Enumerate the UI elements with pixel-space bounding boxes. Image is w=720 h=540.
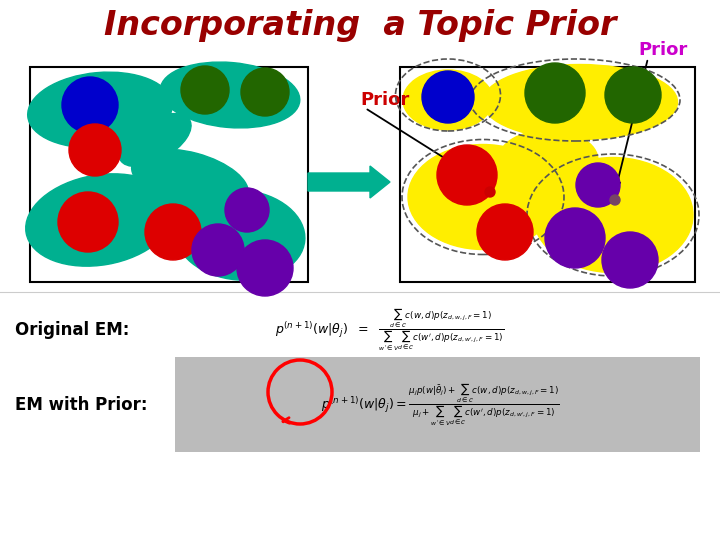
Bar [175, 357, 700, 452]
Ellipse shape [26, 174, 174, 266]
Circle shape [422, 71, 474, 123]
Bar [400, 67, 695, 282]
Text: Original EM:: Original EM: [15, 321, 130, 339]
Ellipse shape [27, 72, 172, 148]
Circle shape [237, 240, 293, 296]
Circle shape [605, 67, 661, 123]
Circle shape [576, 163, 620, 207]
Circle shape [485, 187, 495, 197]
Circle shape [437, 145, 497, 205]
Ellipse shape [498, 130, 598, 190]
Ellipse shape [482, 64, 678, 139]
Circle shape [62, 77, 118, 133]
Circle shape [477, 204, 533, 260]
Circle shape [225, 188, 269, 232]
Ellipse shape [403, 70, 493, 130]
Text: Prior: Prior [360, 91, 409, 109]
Circle shape [145, 204, 201, 260]
Text: $p^{(n+1)}(w|\theta_j) = \frac{\mu_j p(w|\bar{\theta}_j) + \sum_{d \in \mathcal{: $p^{(n+1)}(w|\theta_j) = \frac{\mu_j p(w… [320, 382, 559, 428]
Text: $p^{(n+1)}(w|\theta_j)\ \ =\ \ \frac{\sum_{d \in \mathcal{C}} c(w,d)p(z_{d,w,j,F: $p^{(n+1)}(w|\theta_j)\ \ =\ \ \frac{\su… [275, 307, 505, 353]
Ellipse shape [161, 62, 300, 128]
Bar [30, 67, 308, 282]
Text: EM with Prior:: EM with Prior: [15, 396, 148, 414]
Circle shape [181, 66, 229, 114]
Ellipse shape [533, 158, 693, 273]
FancyArrow shape [308, 166, 390, 198]
Circle shape [545, 208, 605, 268]
Circle shape [69, 124, 121, 176]
Ellipse shape [132, 149, 248, 211]
Circle shape [525, 63, 585, 123]
Circle shape [241, 68, 289, 116]
Circle shape [602, 232, 658, 288]
Ellipse shape [175, 190, 305, 280]
Circle shape [58, 192, 118, 252]
Circle shape [192, 224, 244, 276]
Text: Incorporating  a Topic Prior: Incorporating a Topic Prior [104, 9, 616, 42]
Ellipse shape [119, 113, 191, 166]
Circle shape [610, 195, 620, 205]
Ellipse shape [408, 145, 558, 249]
Text: Prior: Prior [638, 41, 688, 59]
